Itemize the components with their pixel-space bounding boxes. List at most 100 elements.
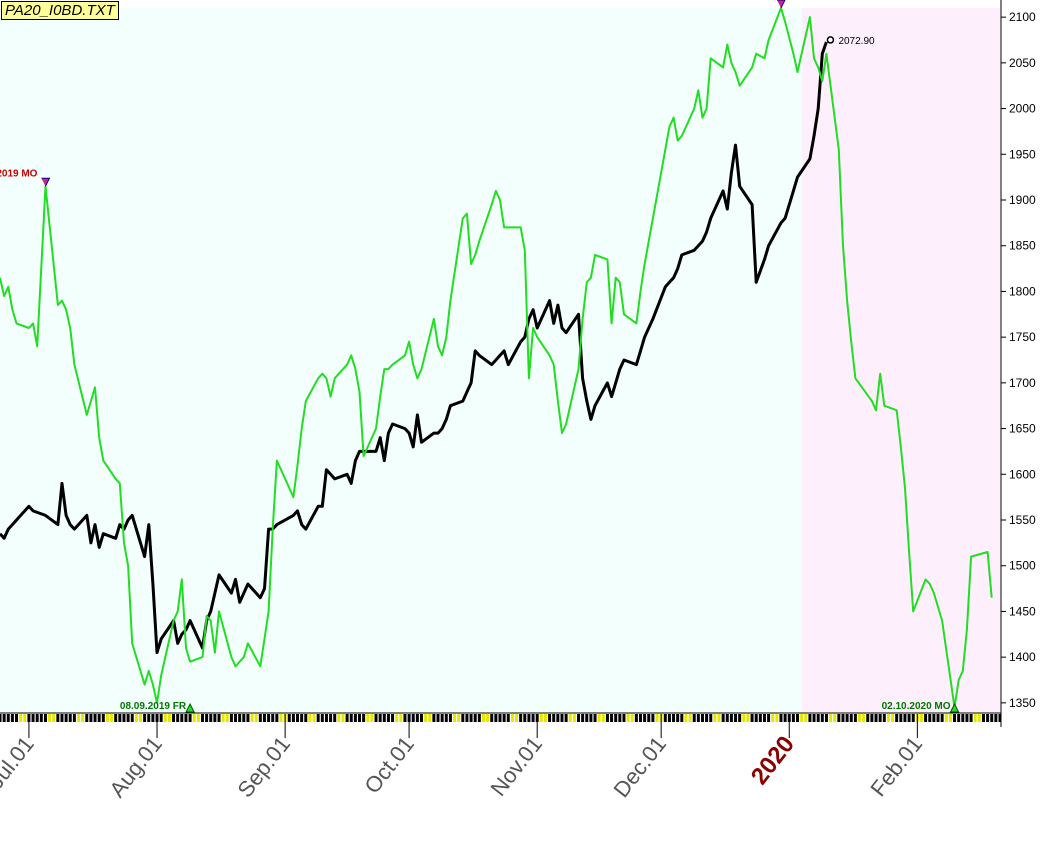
x-day-tick xyxy=(35,714,39,722)
x-day-tick xyxy=(349,714,353,722)
x-day-tick xyxy=(105,714,109,722)
x-day-tick xyxy=(461,714,465,722)
y-tick-label: 1750 xyxy=(1009,330,1036,344)
x-day-tick xyxy=(771,714,775,722)
x-day-tick xyxy=(899,714,903,722)
x-day-tick xyxy=(172,714,176,722)
x-day-tick xyxy=(221,714,225,722)
x-day-tick xyxy=(312,714,316,722)
y-tick-label: 1400 xyxy=(1009,650,1036,664)
x-day-tick xyxy=(308,714,312,722)
x-day-tick xyxy=(353,714,357,722)
x-day-tick xyxy=(783,714,787,722)
y-tick-label: 1600 xyxy=(1009,467,1036,481)
x-day-tick xyxy=(870,714,874,722)
x-day-tick xyxy=(77,714,81,722)
x-day-tick xyxy=(39,714,43,722)
x-day-tick xyxy=(713,714,717,722)
x-day-tick xyxy=(932,714,936,722)
x-day-tick xyxy=(403,714,407,722)
x-day-tick xyxy=(564,714,568,722)
x-day-tick xyxy=(981,714,985,722)
x-day-tick xyxy=(833,714,837,722)
x-month-label: Sep.01 xyxy=(232,732,295,802)
x-day-tick xyxy=(655,714,659,722)
high-marker-icon xyxy=(41,177,51,187)
x-day-tick xyxy=(577,714,581,722)
x-day-tick xyxy=(676,714,680,722)
x-day-tick xyxy=(767,714,771,722)
x-day-tick xyxy=(238,714,242,722)
x-day-tick xyxy=(647,714,651,722)
x-day-tick xyxy=(568,714,572,722)
x-day-tick xyxy=(696,714,700,722)
x-day-tick xyxy=(138,714,142,722)
low-marker-label: 08.09.2019 FR xyxy=(120,701,187,712)
low-marker-icon xyxy=(949,702,960,713)
x-day-tick xyxy=(469,714,473,722)
x-day-tick xyxy=(419,714,423,722)
x-day-tick xyxy=(118,714,122,722)
x-day-tick xyxy=(510,714,514,722)
x-day-tick xyxy=(824,714,828,722)
x-day-tick xyxy=(378,714,382,722)
x-day-tick xyxy=(977,714,981,722)
x-day-tick xyxy=(134,714,138,722)
x-day-tick xyxy=(300,714,304,722)
x-day-tick xyxy=(593,714,597,722)
x-day-tick xyxy=(184,714,188,722)
series-green-line xyxy=(0,7,993,709)
x-day-tick xyxy=(750,714,754,722)
x-day-tick xyxy=(196,714,200,722)
x-day-tick xyxy=(23,714,27,722)
x-day-tick xyxy=(490,714,494,722)
x-day-tick xyxy=(0,714,2,722)
x-day-tick xyxy=(969,714,973,722)
x-day-tick xyxy=(874,714,878,722)
x-day-tick xyxy=(234,714,238,722)
x-day-tick xyxy=(465,714,469,722)
x-day-tick xyxy=(700,714,704,722)
x-day-tick xyxy=(262,714,266,722)
x-day-tick xyxy=(651,714,655,722)
x-day-tick xyxy=(622,714,626,722)
y-tick-label: 2100 xyxy=(1009,10,1036,24)
x-day-tick xyxy=(382,714,386,722)
x-day-tick xyxy=(944,714,948,722)
low-marker-icon xyxy=(185,702,195,713)
x-day-tick xyxy=(911,714,915,722)
x-day-tick xyxy=(721,714,725,722)
x-day-tick xyxy=(539,714,543,722)
x-day-tick xyxy=(812,714,816,722)
x-day-tick xyxy=(258,714,262,722)
x-day-tick xyxy=(6,714,10,722)
x-day-tick xyxy=(796,714,800,722)
last-value-marker xyxy=(826,36,835,44)
x-day-tick xyxy=(957,714,961,722)
x-day-tick xyxy=(370,714,374,722)
x-day-tick xyxy=(64,714,68,722)
x-day-tick xyxy=(453,714,457,722)
x-day-tick xyxy=(246,714,250,722)
series-layer xyxy=(0,7,993,709)
x-day-tick xyxy=(481,714,485,722)
x-day-tick xyxy=(502,714,506,722)
x-month-label: Nov.01 xyxy=(486,732,548,801)
x-day-tick xyxy=(188,714,192,722)
x-day-tick xyxy=(618,714,622,722)
x-day-tick xyxy=(424,714,428,722)
x-day-tick xyxy=(705,714,709,722)
y-tick-label: 1450 xyxy=(1009,604,1036,618)
x-day-tick xyxy=(717,714,721,722)
x-day-tick xyxy=(688,714,692,722)
x-day-tick xyxy=(68,714,72,722)
x-month-label: Feb.01 xyxy=(865,732,927,801)
y-tick-label: 1350 xyxy=(1009,696,1036,710)
x-day-tick xyxy=(845,714,849,722)
x-day-tick xyxy=(762,714,766,722)
x-day-tick xyxy=(948,714,952,722)
x-day-tick xyxy=(742,714,746,722)
x-day-tick xyxy=(589,714,593,722)
x-day-tick xyxy=(444,714,448,722)
x-day-tick xyxy=(800,714,804,722)
